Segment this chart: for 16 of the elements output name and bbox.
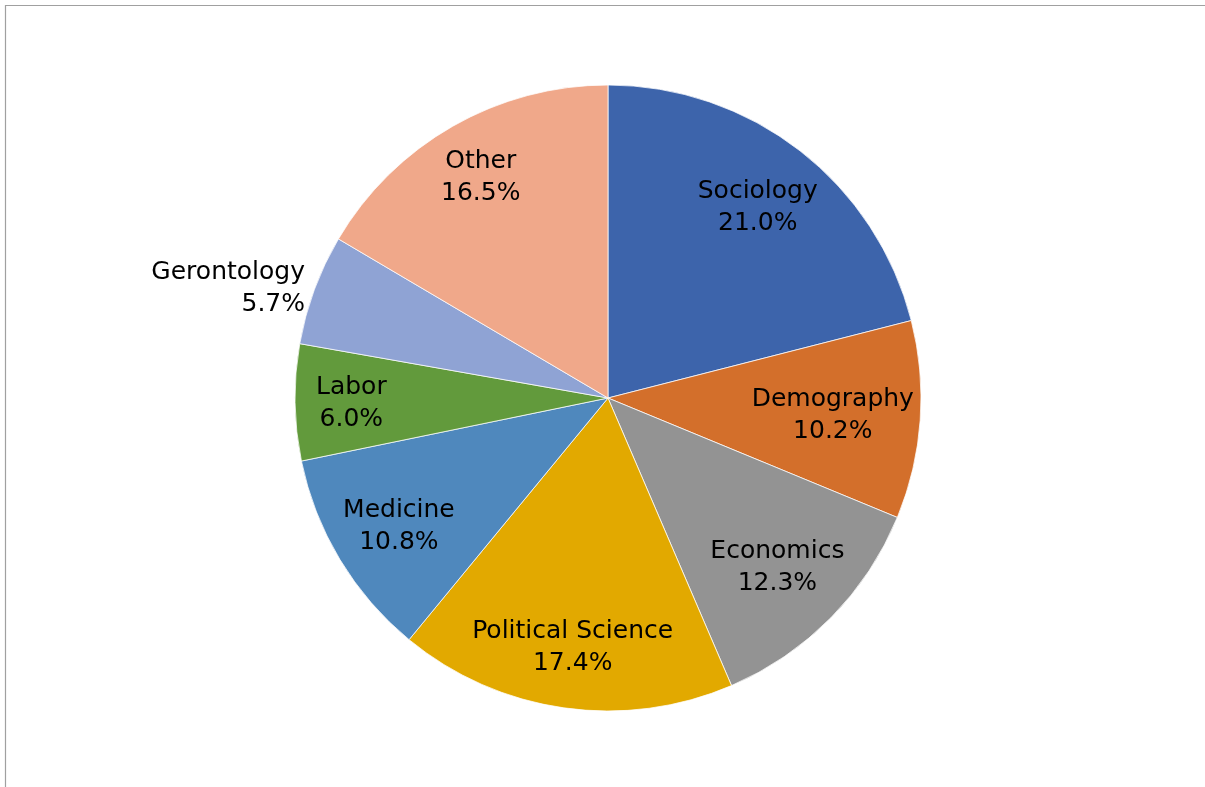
data-label: 10.2% <box>793 415 873 445</box>
slice-label: Labor <box>316 371 388 401</box>
data-label: 21.0% <box>718 206 798 236</box>
data-label: 12.3% <box>737 566 818 596</box>
slice-label: Other <box>445 144 517 174</box>
data-label: 16.5% <box>441 176 521 206</box>
slice-label: Medicine <box>343 493 455 523</box>
slice-label: Economics <box>710 534 845 564</box>
slice-label: Demography <box>751 383 915 413</box>
slice-label: Sociology <box>697 174 818 204</box>
data-label: 6.0% <box>319 403 384 433</box>
data-label: 5.7% <box>241 287 305 317</box>
data-label: 10.8% <box>359 525 439 555</box>
slice-label: Gerontology <box>151 255 306 285</box>
data-label: 17.4% <box>532 647 613 677</box>
slice-label: Political Science <box>472 615 674 645</box>
